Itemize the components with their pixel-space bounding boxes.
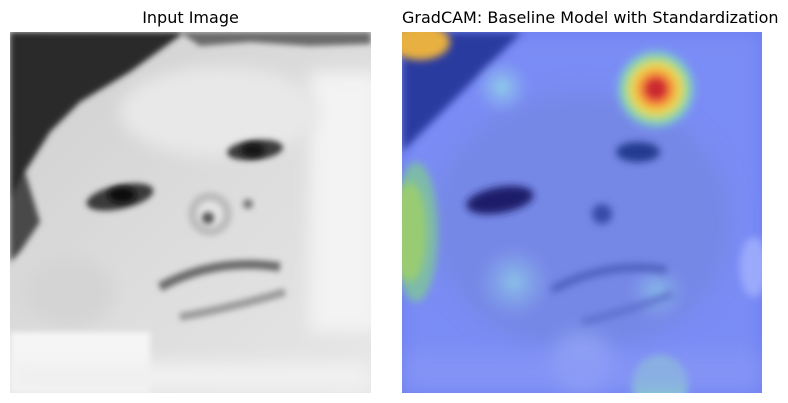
input-image-title: Input Image (142, 8, 239, 27)
gradcam-title: GradCAM: Baseline Model with Standardiza… (402, 8, 779, 27)
input-image (10, 32, 371, 393)
gradcam-heatmap (402, 32, 762, 393)
